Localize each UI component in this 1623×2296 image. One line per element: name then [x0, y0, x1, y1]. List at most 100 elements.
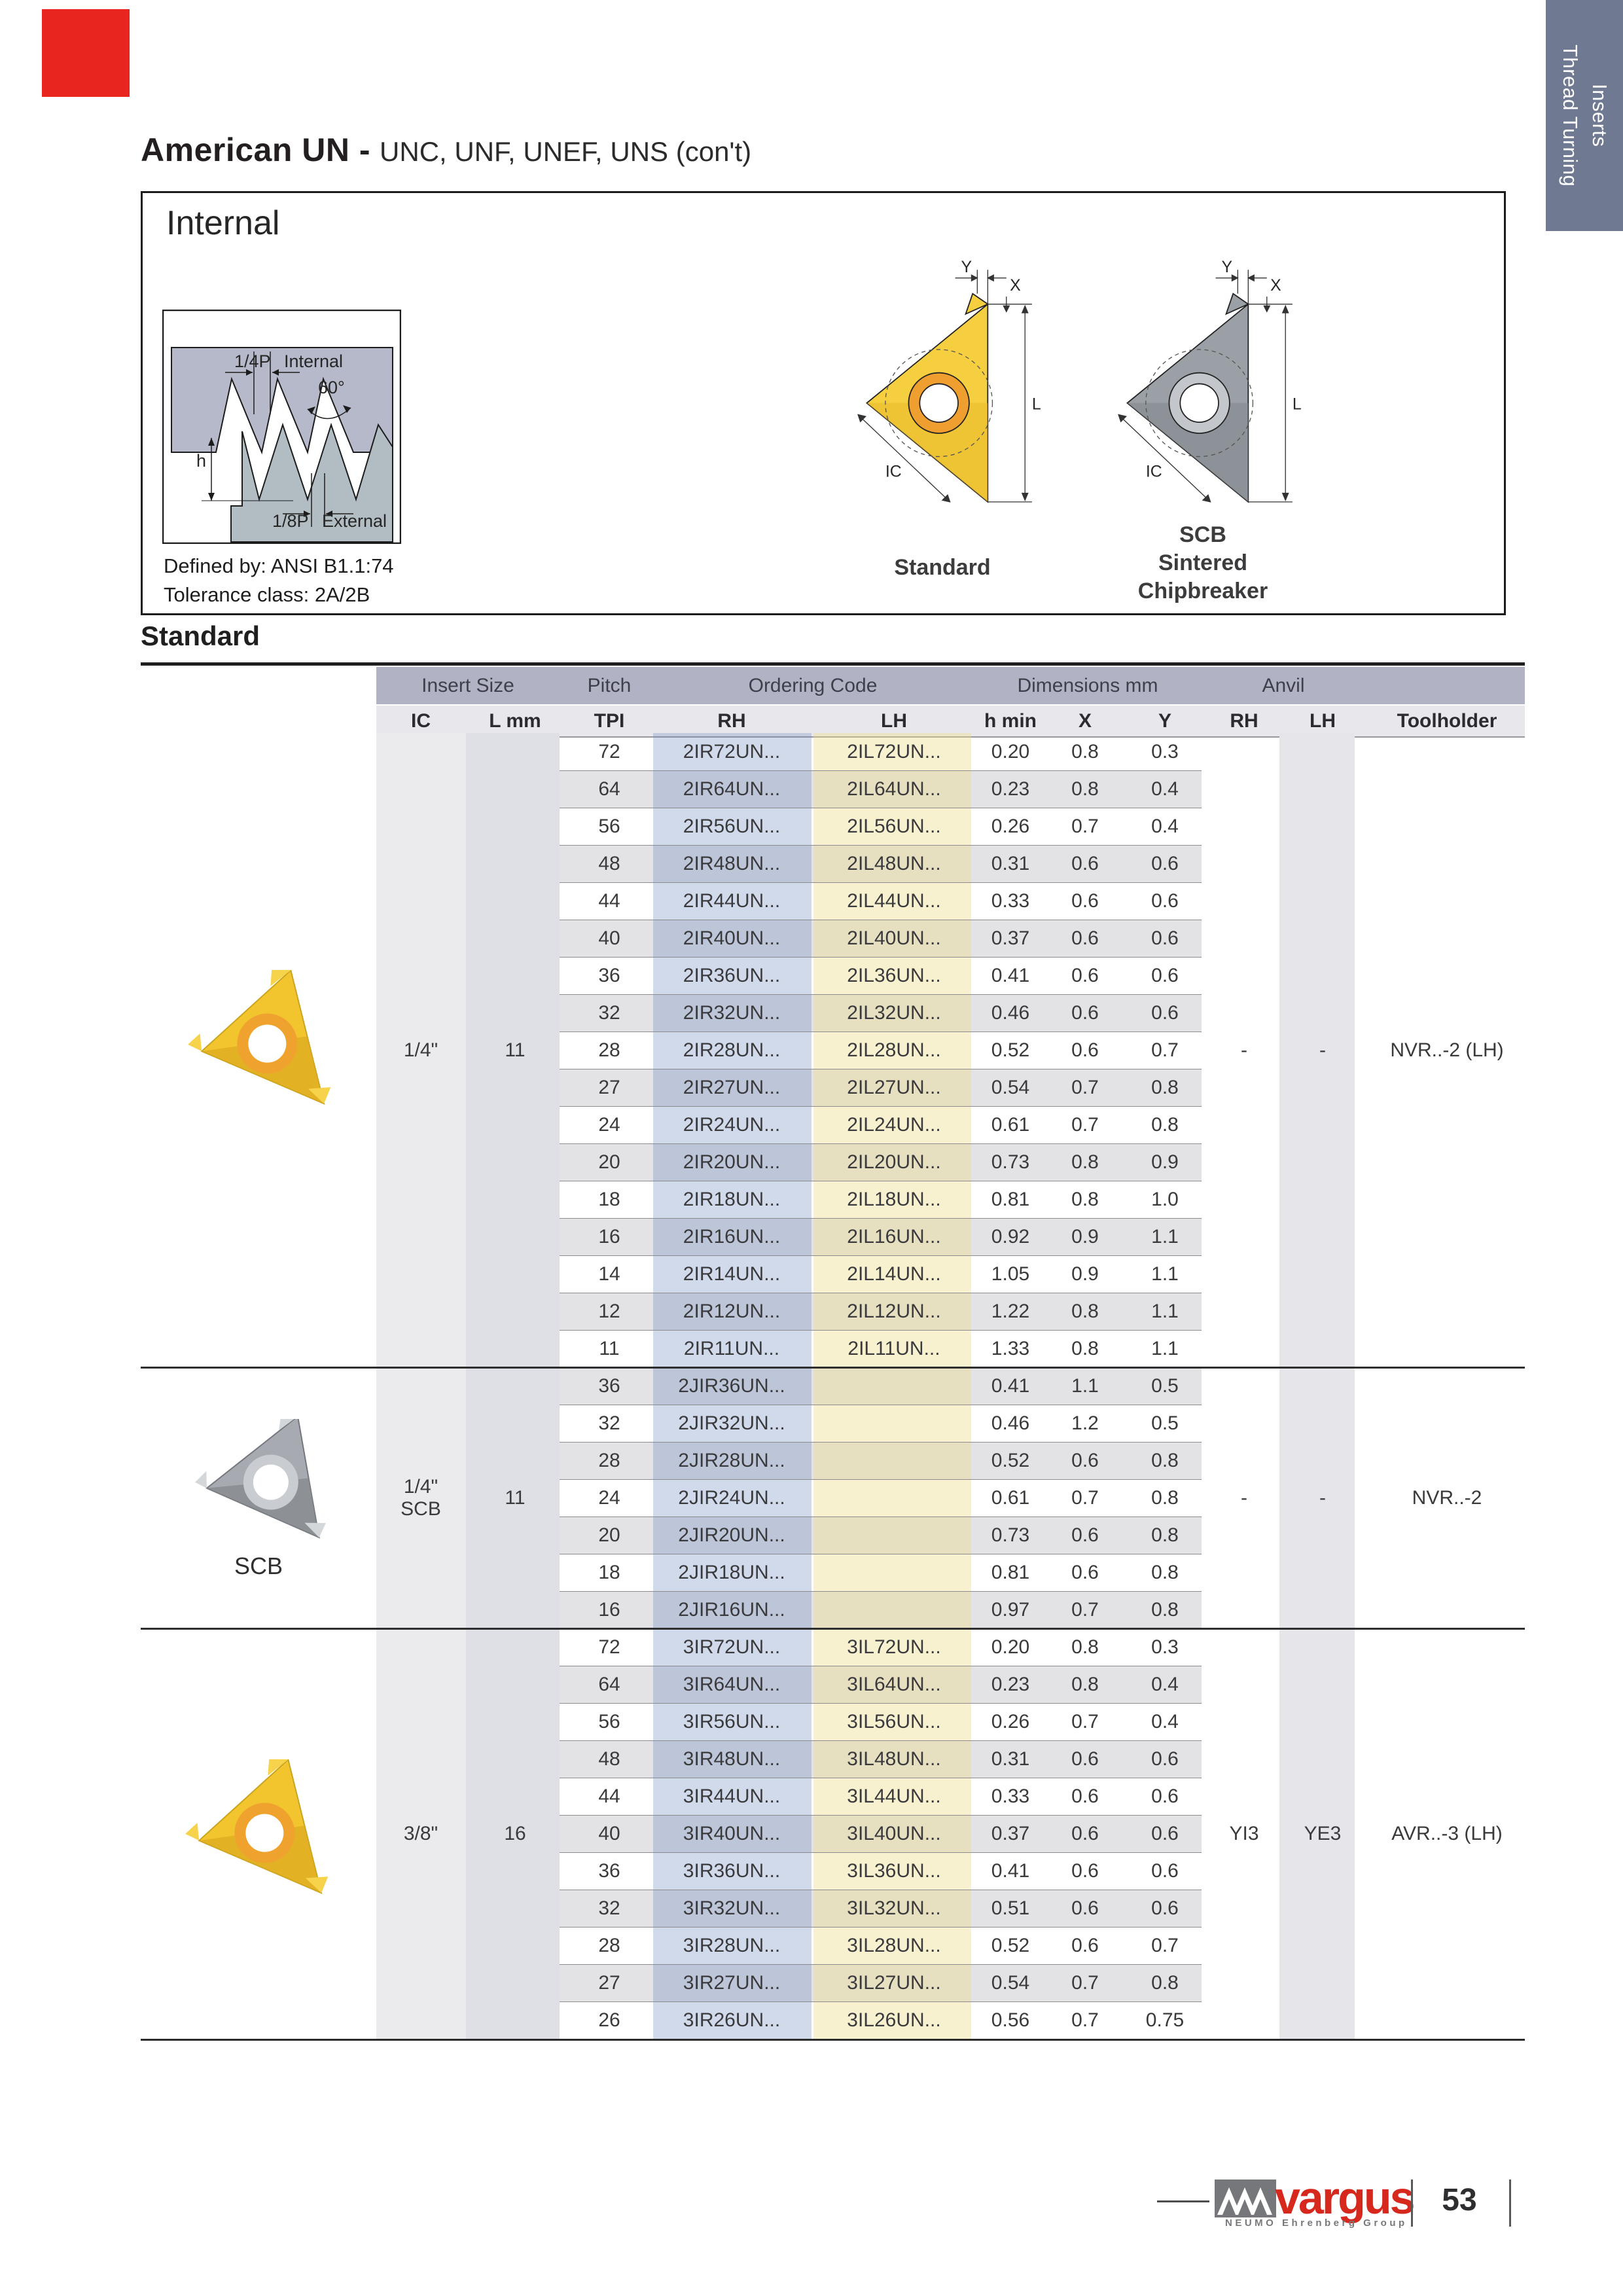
table-cell-ordering-rh: 2IR28UN...	[683, 1039, 781, 1061]
tab-line1: Thread Turning	[1559, 44, 1582, 187]
standard-insert-drawing: Y X L IC	[857, 260, 1041, 503]
table-cell-h-min: 0.33	[991, 1785, 1030, 1807]
table-header-group-band	[376, 667, 1525, 704]
table-cell-ordering-lh: 2IL27UN...	[847, 1076, 941, 1098]
vargus-tagline: NEUMO Ehrenberg Group	[1225, 2217, 1408, 2229]
table-row-separator	[560, 1703, 1202, 1704]
table-cell-h-min: 0.52	[991, 1934, 1030, 1956]
svg-text:1/8P: 1/8P	[272, 511, 309, 531]
table-cell-tpi: 26	[598, 2009, 620, 2031]
table-cell-tpi: 40	[598, 927, 620, 949]
table-cell-ordering-rh: 2JIR28UN...	[678, 1449, 785, 1471]
table-cell-x: 0.7	[1071, 1486, 1099, 1509]
table-cell-ordering-lh: 2IL12UN...	[847, 1300, 941, 1322]
table-cell-tpi: 32	[598, 1897, 620, 1919]
table-cell-y: 0.8	[1151, 1486, 1179, 1509]
table-cell-ordering-lh: 3IL36UN...	[847, 1859, 941, 1882]
table-cell-x: 0.8	[1071, 740, 1099, 762]
table-cell-ordering-rh: 2IR20UN...	[683, 1151, 781, 1173]
table-group-header-1: Pitch	[587, 675, 632, 696]
table-cell-h-min: 0.46	[991, 1001, 1030, 1024]
table-cell-x: 0.9	[1071, 1225, 1099, 1247]
table-cell-h-min: 0.51	[991, 1897, 1030, 1919]
page-number: 53	[1442, 2183, 1477, 2217]
table-cell-ordering-rh: 2JIR20UN...	[678, 1524, 785, 1546]
table-cell-y: 0.7	[1151, 1039, 1179, 1061]
table-row-background	[560, 1069, 1202, 1106]
table-cell-anvil-lh: -	[1319, 1486, 1326, 1509]
svg-text:X: X	[1010, 276, 1021, 295]
lh-code-column-stripe	[813, 733, 971, 2039]
table-cell-tpi: 48	[598, 1748, 620, 1770]
table-cell-x: 0.6	[1071, 1897, 1099, 1919]
table-cell-y: 0.3	[1151, 1636, 1179, 1658]
table-row-separator	[560, 845, 1202, 846]
table-cell-h-min: 0.81	[991, 1188, 1030, 1210]
table-row-background	[560, 1143, 1202, 1181]
table-cell-ordering-rh: 2JIR18UN...	[678, 1561, 785, 1583]
table-cell-h-min: 0.37	[991, 927, 1030, 949]
table-cell-ordering-rh: 2IR48UN...	[683, 852, 781, 874]
table-cell-tpi: 18	[598, 1188, 620, 1210]
table-cell-tpi: 36	[598, 964, 620, 986]
table-cell-tpi: 28	[598, 1039, 620, 1061]
table-cell-ordering-rh: 3IR48UN...	[683, 1748, 781, 1770]
table-row-separator	[560, 994, 1202, 995]
table-cell-tpi: 20	[598, 1524, 620, 1546]
defined-by-text: Defined by: ANSI B1.1:74	[164, 554, 394, 577]
table-row-separator	[560, 2001, 1202, 2002]
table-cell-ordering-lh: 2IL64UN...	[847, 778, 941, 800]
table-cell-y: 0.8	[1151, 1524, 1179, 1546]
table-cell-h-min: 0.41	[991, 1374, 1030, 1397]
table-row-separator	[560, 957, 1202, 958]
table-column-header-h-min: h min	[984, 710, 1037, 732]
table-cell-x: 0.6	[1071, 1001, 1099, 1024]
table-cell-x: 0.8	[1071, 778, 1099, 800]
table-cell-y: 0.9	[1151, 1151, 1179, 1173]
table-cell-ordering-lh: 2IL16UN...	[847, 1225, 941, 1247]
table-cell-y: 1.1	[1151, 1300, 1179, 1322]
table-cell-insert-size-l: 16	[504, 1822, 526, 1844]
table-group-separator	[141, 1367, 1525, 1369]
table-cell-x: 0.6	[1071, 1859, 1099, 1882]
scb-insert-photo	[195, 1419, 326, 1539]
table-cell-ordering-rh: 2IR14UN...	[683, 1263, 781, 1285]
table-cell-x: 0.6	[1071, 852, 1099, 874]
table-cell-x: 0.8	[1071, 1300, 1099, 1322]
table-cell-y: 0.8	[1151, 1449, 1179, 1471]
table-cell-ordering-rh: 2JIR36UN...	[678, 1374, 785, 1397]
table-cell-ordering-rh: 2IR16UN...	[683, 1225, 781, 1247]
table-group-header-4: Anvil	[1262, 675, 1305, 696]
table-cell-y: 0.6	[1151, 852, 1179, 874]
table-cell-h-min: 0.54	[991, 1076, 1030, 1098]
table-cell-h-min: 0.61	[991, 1486, 1030, 1509]
ic-column-shade	[376, 733, 466, 2039]
table-cell-ordering-rh: 2JIR24UN...	[678, 1486, 785, 1509]
table-cell-anvil-rh: -	[1241, 1486, 1247, 1509]
scb-caption-1: SCB	[1179, 522, 1226, 547]
table-cell-y: 0.6	[1151, 1897, 1179, 1919]
internal-section-box: Internal 1/4P Internal 60° h 1/8P Extern…	[141, 191, 1506, 615]
table-group-separator	[141, 1628, 1525, 1630]
table-row-separator	[560, 1106, 1202, 1107]
table-cell-y: 0.8	[1151, 1561, 1179, 1583]
side-tab-thread-turning-inserts: Thread Turning Inserts	[1546, 0, 1623, 231]
table-cell-y: 0.6	[1151, 964, 1179, 986]
table-cell-ordering-rh: 3IR72UN...	[683, 1636, 781, 1658]
table-column-header-toolholder: Toolholder	[1397, 710, 1497, 732]
table-column-header-y: Y	[1158, 710, 1172, 732]
table-cell-tpi: 56	[598, 815, 620, 837]
table-cell-insert-size-ic: 1/4"	[403, 1039, 438, 1061]
table-cell-tpi: 16	[598, 1598, 620, 1621]
table-cell-ordering-lh: 2IL14UN...	[847, 1263, 941, 1285]
table-cell-ordering-rh: 3IR64UN...	[683, 1673, 781, 1695]
table-column-header-rh: RH	[1230, 710, 1258, 732]
table-cell-ordering-rh: 2IR56UN...	[683, 815, 781, 837]
table-cell-x: 1.2	[1071, 1412, 1099, 1434]
table-cell-ordering-rh: 2IR40UN...	[683, 927, 781, 949]
table-cell-tpi: 64	[598, 1673, 620, 1695]
table-cell-toolholder: AVR..-3 (LH)	[1391, 1822, 1503, 1844]
table-row-separator	[560, 1031, 1202, 1032]
table-cell-toolholder: NVR..-2 (LH)	[1390, 1039, 1504, 1061]
table-cell-ordering-rh: 2IR24UN...	[683, 1113, 781, 1136]
